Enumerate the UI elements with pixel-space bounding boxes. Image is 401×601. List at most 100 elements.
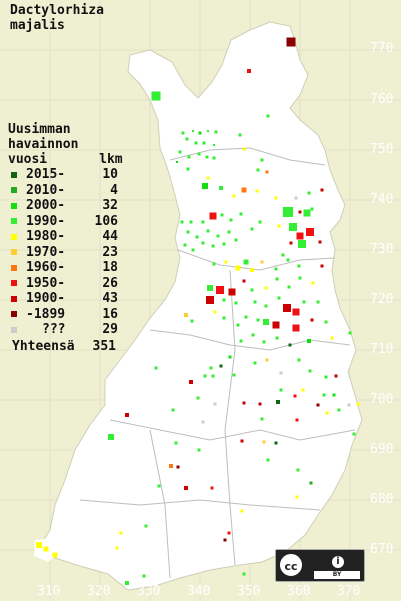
observation-square bbox=[242, 279, 246, 283]
y-tick: 770 bbox=[370, 41, 394, 56]
y-tick: 720 bbox=[370, 292, 394, 307]
observation-square bbox=[295, 495, 299, 499]
observation-square bbox=[279, 388, 283, 392]
observation-square bbox=[265, 170, 269, 174]
legend-item-count: 23 bbox=[102, 244, 118, 260]
observation-square bbox=[238, 133, 242, 137]
observation-square bbox=[316, 403, 320, 407]
cc-by-license-badge[interactable]: cc i BY bbox=[275, 549, 365, 582]
province-borders bbox=[79, 147, 356, 579]
observation-square bbox=[258, 402, 262, 406]
legend-row: -1899 16 bbox=[8, 307, 123, 323]
observation-square bbox=[196, 396, 200, 400]
observation-square bbox=[228, 288, 236, 296]
y-tick: 750 bbox=[370, 142, 394, 157]
observation-square bbox=[262, 440, 266, 444]
observation-square bbox=[279, 371, 283, 375]
legend-heading-2: havainnon bbox=[8, 137, 79, 152]
observation-square bbox=[310, 318, 314, 322]
observation-square bbox=[201, 220, 205, 224]
observation-square bbox=[183, 243, 187, 247]
observation-square bbox=[242, 401, 246, 405]
observation-square bbox=[309, 481, 313, 485]
observation-square bbox=[274, 196, 278, 200]
legend-swatch bbox=[11, 280, 17, 287]
observation-square bbox=[264, 286, 268, 290]
observation-square bbox=[274, 267, 278, 271]
observation-square bbox=[318, 240, 322, 244]
x-tick: 370 bbox=[337, 584, 361, 599]
observation-square bbox=[192, 130, 194, 132]
observation-square bbox=[214, 130, 218, 134]
observation-square bbox=[296, 232, 304, 240]
legend-item-label: 2015- bbox=[26, 167, 66, 183]
observation-square bbox=[239, 212, 243, 216]
x-tick: 310 bbox=[37, 584, 61, 599]
observation-square bbox=[154, 366, 158, 370]
species-title-line1: Dactylorhiza bbox=[10, 3, 104, 18]
observation-square bbox=[190, 319, 194, 323]
legend-row: 1950- 26 bbox=[8, 276, 123, 292]
observation-square bbox=[263, 319, 269, 325]
observation-square bbox=[297, 358, 301, 362]
observation-square bbox=[260, 260, 264, 264]
legend: Uusimman havainnon vuosi lkm 2015- 10 2010-… bbox=[8, 122, 123, 354]
observation-square bbox=[258, 220, 262, 224]
observation-square bbox=[203, 374, 207, 378]
observation-square bbox=[348, 331, 352, 335]
legend-column-headers: vuosi lkm bbox=[8, 152, 123, 167]
observation-square bbox=[36, 542, 42, 548]
observation-square bbox=[184, 486, 188, 490]
observation-square bbox=[337, 408, 341, 412]
legend-item-label: 1980- bbox=[26, 229, 66, 245]
legend-item-label: 1900- bbox=[26, 291, 66, 307]
observation-square bbox=[206, 296, 214, 304]
observation-square bbox=[205, 155, 209, 159]
observation-square bbox=[283, 304, 291, 312]
observation-square bbox=[125, 581, 129, 585]
legend-item-label: -1899 bbox=[26, 306, 66, 322]
observation-square bbox=[242, 572, 246, 576]
legend-total-label: Yhteensä bbox=[12, 338, 75, 354]
legend-total-row: Yhteensä 351 bbox=[8, 339, 123, 355]
observation-square bbox=[52, 552, 58, 558]
observation-square bbox=[228, 355, 232, 359]
observation-square bbox=[198, 131, 202, 135]
legend-row: 2010- 4 bbox=[8, 183, 123, 199]
observation-square bbox=[296, 468, 300, 472]
legend-col-year: vuosi bbox=[8, 152, 48, 167]
observation-square bbox=[219, 364, 223, 368]
observation-square bbox=[223, 538, 227, 542]
y-tick: 740 bbox=[370, 192, 394, 207]
observation-square bbox=[324, 320, 328, 324]
y-tick: 730 bbox=[370, 242, 394, 257]
observation-square bbox=[207, 130, 209, 132]
x-tick: 320 bbox=[87, 584, 111, 599]
observation-square bbox=[294, 196, 298, 200]
legend-swatch bbox=[11, 218, 17, 225]
y-tick: 680 bbox=[370, 492, 394, 507]
observation-square bbox=[202, 183, 208, 189]
observation-square bbox=[187, 155, 191, 159]
observation-square bbox=[347, 403, 351, 407]
legend-swatch bbox=[11, 187, 17, 194]
cc-icon: cc bbox=[278, 552, 304, 578]
legend-item-label: 1960- bbox=[26, 260, 66, 276]
observation-square bbox=[201, 241, 205, 245]
observation-square bbox=[277, 296, 281, 300]
observation-square bbox=[265, 358, 269, 362]
legend-item-label: ??? bbox=[42, 322, 66, 338]
observation-square bbox=[253, 300, 257, 304]
observation-square bbox=[232, 194, 236, 198]
observation-square bbox=[180, 220, 184, 224]
observation-square bbox=[316, 300, 320, 304]
x-tick: 350 bbox=[237, 584, 261, 599]
observation-square bbox=[209, 366, 213, 370]
observation-square bbox=[256, 318, 260, 322]
legend-item-label: 1970- bbox=[26, 244, 66, 260]
observation-square bbox=[322, 393, 326, 397]
observation-square bbox=[275, 277, 279, 281]
legend-swatch bbox=[11, 249, 17, 256]
observation-square bbox=[171, 408, 175, 412]
legend-item-label: 2000- bbox=[26, 198, 66, 214]
